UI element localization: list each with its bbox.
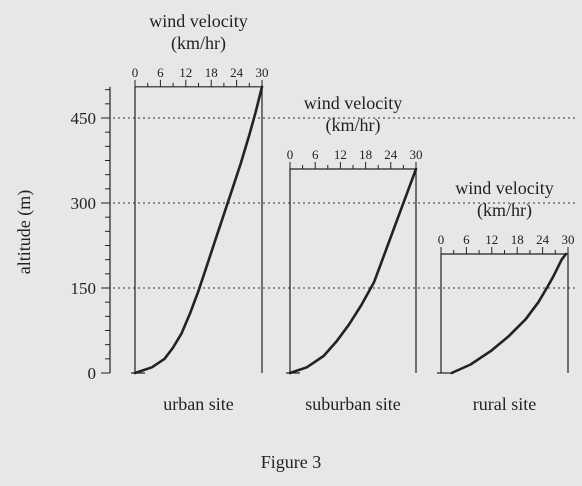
x-tick-label: 24 [536, 232, 550, 247]
x-tick-label: 0 [438, 232, 445, 247]
x-tick-label: 0 [287, 147, 294, 162]
axis-title-line2: (km/hr) [171, 33, 226, 54]
x-tick-label: 12 [485, 232, 498, 247]
x-tick-label: 24 [230, 65, 244, 80]
panel-frame [440, 253, 569, 373]
y-tick-label: 0 [88, 364, 97, 383]
site-label: rural site [473, 394, 536, 414]
x-tick-label: 18 [359, 147, 372, 162]
wind-profile-curve [288, 167, 418, 375]
x-tick-label: 18 [511, 232, 524, 247]
x-tick-label: 6 [312, 147, 319, 162]
x-tick-label: 30 [256, 65, 269, 80]
site-label: suburban site [305, 394, 400, 414]
x-tick-label: 30 [562, 232, 575, 247]
x-tick-label: 12 [179, 65, 192, 80]
x-tick-label: 24 [384, 147, 398, 162]
x-tick-label: 30 [410, 147, 423, 162]
x-tick-label: 6 [463, 232, 470, 247]
x-tick-label: 0 [132, 65, 139, 80]
axis-title-line2: (km/hr) [326, 115, 381, 136]
y-tick-label: 450 [71, 109, 97, 128]
x-tick-label: 12 [334, 147, 347, 162]
y-axis-label: altitude (m) [14, 190, 35, 274]
panel-frame [134, 86, 263, 373]
axis-title-line1: wind velocity [304, 93, 402, 113]
y-tick-label: 150 [71, 279, 97, 298]
axis-title-line1: wind velocity [149, 11, 247, 31]
x-tick-label: 6 [157, 65, 164, 80]
site-label: urban site [163, 394, 233, 414]
panel-frame [289, 168, 417, 373]
x-tick-label: 18 [205, 65, 218, 80]
axis-title-line2: (km/hr) [477, 200, 532, 221]
wind-profile-curve [450, 252, 568, 375]
axis-title-line1: wind velocity [455, 178, 553, 198]
y-tick-label: 300 [71, 194, 97, 213]
wind-profile-curve [133, 85, 264, 375]
figure-caption: Figure 3 [260, 452, 322, 472]
